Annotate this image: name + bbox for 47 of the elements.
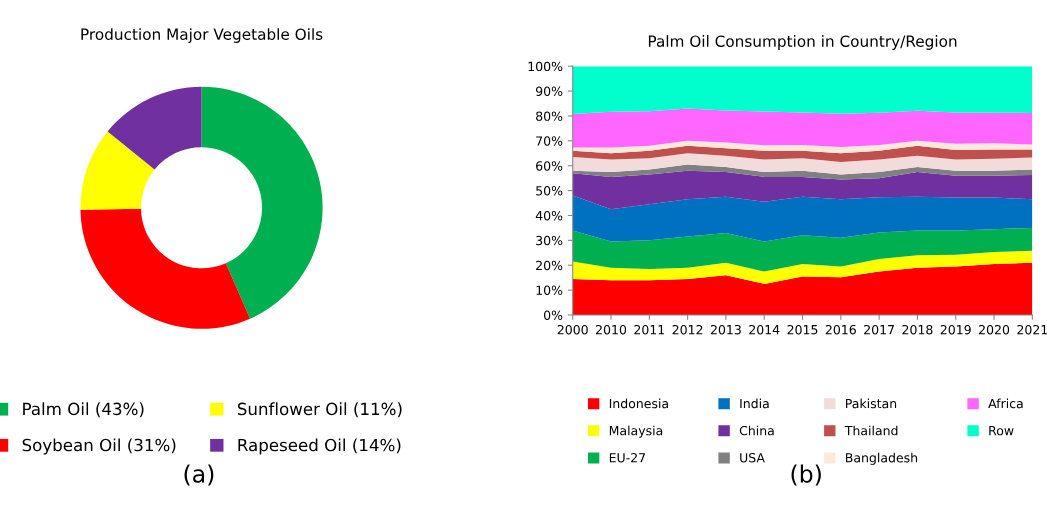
x-tick-label: 2012	[672, 324, 703, 335]
x-tick-label: 2018	[902, 324, 933, 335]
donut-slice	[80, 131, 155, 210]
text: (b)	[791, 464, 821, 486]
chart-title: Production Major Vegetable Oils	[81, 28, 323, 43]
text: (a)	[184, 464, 214, 486]
x-tick-label: 2017	[864, 324, 894, 335]
legend-label: Palm Oil (43%)	[23, 402, 144, 418]
chart-title: Palm Oil Consumption in Country/Region	[648, 35, 957, 50]
x-tick-label: 2014	[749, 324, 780, 335]
x-tick-label: 2016	[825, 324, 856, 335]
y-tick-label: 20%	[536, 260, 563, 271]
donut-slice	[80, 208, 251, 329]
y-tick-label: 90%	[535, 86, 563, 96]
legend-label: Thailand	[844, 425, 898, 436]
donut-slice	[201, 86, 323, 319]
y-tick-label: 80%	[536, 111, 563, 121]
legend-label: Soybean Oil (31%)	[22, 438, 176, 455]
y-tick-label: 0%	[543, 310, 563, 320]
legend-label: EU-27	[609, 452, 646, 463]
x-tick-label: 2013	[710, 324, 741, 335]
legend-label: Malaysia	[609, 425, 663, 438]
legend-label: Row	[989, 426, 1014, 436]
y-tick-label: 30%	[536, 235, 563, 246]
legend-label: USA	[740, 452, 765, 463]
legend-label: China	[739, 425, 774, 436]
y-tick-label: 60%	[536, 161, 563, 171]
x-tick-label: 2010	[596, 324, 627, 335]
x-tick-label: 2021	[1017, 324, 1047, 335]
legend-label: Rapeseed Oil (14%)	[238, 438, 401, 455]
legend-label: India	[740, 398, 769, 409]
y-tick-label: 40%	[535, 210, 563, 221]
x-tick-label: 2000	[557, 324, 588, 335]
legend-label: Indonesia	[609, 398, 668, 409]
legend-label: Bangladesh	[846, 452, 918, 465]
x-tick-label: 2011	[634, 324, 665, 335]
legend-label: Sunflower Oil (11%)	[237, 402, 402, 418]
y-tick-label: 10%	[536, 285, 563, 296]
y-tick-label: 50%	[536, 186, 563, 196]
x-tick-label: 2020	[979, 324, 1010, 335]
legend-label: Africa	[988, 398, 1023, 409]
x-tick-label: 2019	[940, 324, 971, 335]
x-tick-label: 2015	[787, 324, 818, 335]
y-tick-label: 100%	[528, 61, 563, 72]
legend-label: Pakistan	[846, 398, 897, 409]
donut-slice	[107, 86, 202, 170]
y-tick-label: 70%	[536, 136, 563, 146]
